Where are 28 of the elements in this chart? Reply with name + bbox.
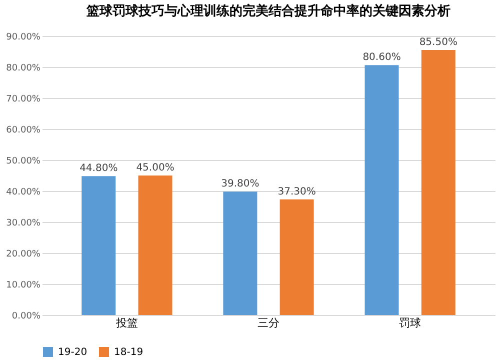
y-tick-label: 40.00% [6, 188, 41, 198]
y-tick-label: 50.00% [6, 156, 41, 166]
y-tick-label: 30.00% [6, 218, 41, 228]
bar [82, 176, 116, 315]
data-label: 80.60% [362, 52, 401, 64]
bar [223, 192, 258, 315]
bar [421, 50, 456, 315]
y-tick-label: 80.00% [6, 64, 41, 74]
data-label: 44.80% [80, 163, 118, 174]
y-tick-label: 90.00% [6, 32, 41, 42]
legend-label: 18-19 [114, 347, 144, 358]
data-label: 39.80% [221, 178, 260, 190]
y-tick-label: 20.00% [6, 250, 41, 260]
bar [364, 65, 399, 315]
x-tick-label: 投篮 [114, 316, 138, 330]
y-tick-label: 60.00% [6, 126, 41, 136]
y-tick-label: 10.00% [6, 280, 41, 290]
data-label: 45.00% [136, 162, 174, 174]
bar [138, 176, 172, 315]
bar [280, 199, 314, 315]
y-tick-label: 70.00% [6, 94, 41, 104]
chart-title: 篮球罚球技巧与心理训练的完美结合提升命中率的关键因素分析 [86, 3, 450, 19]
legend-label: 19-20 [58, 347, 88, 358]
data-label: 85.50% [419, 36, 458, 48]
y-tick-label: 0.00% [12, 312, 41, 322]
x-tick-label: 罚球 [399, 316, 422, 330]
data-label: 37.30% [278, 186, 316, 198]
x-tick-label: 三分 [258, 316, 280, 330]
